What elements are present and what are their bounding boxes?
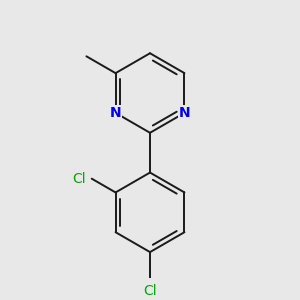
Text: N: N [110,106,122,120]
Text: Cl: Cl [72,172,86,186]
Text: Cl: Cl [143,284,157,298]
Text: N: N [178,106,190,120]
